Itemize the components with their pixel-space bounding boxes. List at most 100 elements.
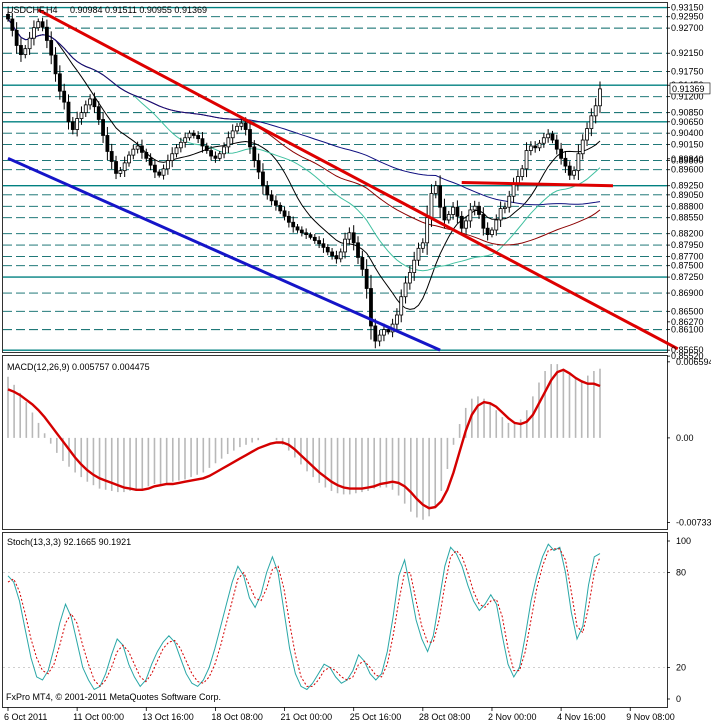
price-tick-label: 0.86900: [671, 288, 704, 298]
price-tick-label: 0.86270: [671, 317, 704, 327]
candle-body: [395, 314, 399, 325]
copyright-text: FxPro MT4, © 2001-2011 MetaQuotes Softwa…: [6, 692, 221, 702]
price-tick-label: 0.87250: [671, 272, 704, 282]
candle-body: [96, 106, 101, 120]
price-tick-label: 0.89250: [671, 181, 704, 191]
candle-body: [62, 90, 67, 103]
candle-body: [528, 145, 533, 151]
candle-body: [373, 325, 378, 342]
candle-body: [585, 128, 589, 141]
candle-body: [546, 133, 551, 139]
candle-body: [511, 183, 516, 197]
candle-body: [330, 251, 334, 257]
price-tick-label: 0.90850: [671, 108, 704, 118]
price-panel-frame: [2, 2, 668, 353]
candle-body: [148, 157, 153, 166]
candle-body: [321, 243, 326, 248]
candle-body: [187, 132, 192, 139]
candle-body: [57, 73, 62, 92]
candle-body: [204, 145, 209, 151]
candle-body: [477, 205, 481, 215]
price-tick-label: 0.91200: [671, 92, 704, 102]
macd-label: MACD(12,26,9) 0.005757 0.004475: [7, 362, 150, 372]
time-axis: 6 Oct 2011 11 Oct 00:00 13 Oct 16:00 18 Oct…: [4, 707, 675, 722]
stoch-signal-line: [7, 548, 601, 688]
candle-body: [580, 139, 585, 155]
candle-body: [420, 242, 425, 249]
candle-body: [127, 154, 131, 164]
candle-body: [217, 153, 222, 159]
candle-body: [304, 232, 309, 236]
stoch-tick-label: 0: [676, 694, 681, 704]
candle-body: [433, 185, 438, 194]
candle-body: [131, 148, 136, 156]
macd-tick-label: -0.007337: [676, 518, 711, 528]
candle-body: [248, 129, 252, 148]
price-tick-label: 0.87700: [671, 252, 704, 262]
candle-body: [274, 200, 278, 206]
candle-body: [498, 208, 503, 221]
candle-body: [174, 147, 179, 155]
trend-line: [461, 181, 613, 188]
candle-body: [178, 141, 183, 149]
candle-body: [567, 165, 572, 176]
time-tick-label: 21 Oct 00:00: [281, 712, 333, 722]
candle-body: [485, 227, 490, 236]
candle-body: [235, 125, 239, 132]
time-tick-label: 4 Nov 16:00: [557, 712, 606, 722]
candle-body: [265, 185, 270, 196]
candle-body: [464, 220, 468, 229]
candle-body: [438, 185, 443, 208]
candle-body: [317, 240, 322, 245]
time-tick-label: 18 Oct 08:00: [211, 712, 263, 722]
trend-lines: [7, 8, 679, 352]
candle-body: [382, 329, 386, 336]
price-tick-label: 0.89600: [671, 165, 704, 175]
trend-line: [37, 8, 679, 351]
candle-body: [222, 146, 226, 155]
candle-body: [589, 115, 594, 130]
candle-body: [412, 259, 417, 273]
candle-body: [19, 45, 23, 56]
candle-body: [243, 122, 248, 130]
candle-body: [554, 139, 559, 150]
time-tick-label: 6 Oct 2011: [4, 712, 47, 722]
macd-signal-line: [7, 368, 601, 510]
stoch-label: Stoch(13,3,3) 92.1665 90.1921: [7, 537, 131, 547]
candle-body: [88, 98, 93, 106]
candle-body: [105, 135, 110, 152]
candle-body: [403, 282, 408, 298]
price-axis: 0.931500.929500.927000.921500.917500.914…: [667, 3, 711, 361]
candle-body: [369, 288, 373, 327]
candle-body: [118, 170, 123, 174]
candle-body: [343, 238, 347, 253]
candle-body: [593, 105, 598, 117]
stoch-tick-label: 20: [676, 662, 686, 672]
candle-body: [153, 164, 157, 173]
candle-body: [472, 205, 477, 211]
candle-body: [334, 255, 339, 260]
candle-body: [563, 157, 568, 167]
candle-body: [537, 142, 542, 149]
horizontal-levels: [3, 6, 667, 351]
price-tick-label: 0.85520: [671, 351, 704, 361]
candle-body: [377, 334, 382, 342]
price-tick-label: 0.90650: [671, 117, 704, 127]
candle-body: [446, 214, 451, 221]
stoch-main-line: [7, 543, 601, 691]
candle-body: [416, 247, 421, 261]
candle-body: [541, 137, 546, 144]
candle-body: [308, 234, 313, 238]
candle-body: [183, 137, 188, 143]
price-tick-label: 0.90400: [671, 128, 704, 138]
price-tick-label: 0.93150: [671, 3, 704, 13]
current-price-label: 0.91369: [672, 84, 705, 94]
time-tick-label: 13 Oct 16:00: [142, 712, 194, 722]
price-tick-label: 0.91750: [671, 67, 704, 77]
candle-body: [325, 246, 330, 253]
price-tick-label: 0.92950: [671, 12, 704, 22]
candle-body: [53, 54, 58, 75]
candle-body: [455, 206, 460, 217]
candle-body: [75, 118, 80, 130]
price-tick-label: 0.92150: [671, 48, 704, 58]
